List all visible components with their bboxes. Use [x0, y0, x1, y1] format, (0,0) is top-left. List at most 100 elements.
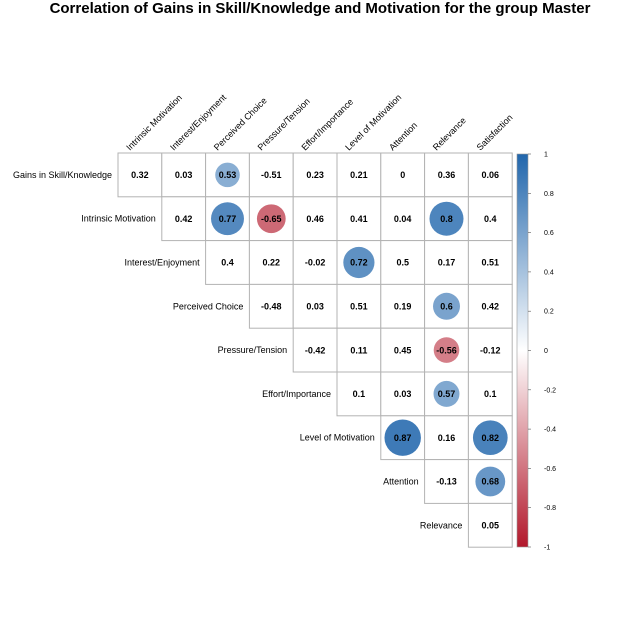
colorbar-tick-label-10: -1: [544, 545, 550, 552]
value-label-r1-c6: 0.04: [394, 214, 412, 224]
value-label-r0-c6: 0: [400, 170, 405, 180]
cell-r1-c6: [380, 196, 426, 242]
value-label-r2-c2: 0.4: [221, 258, 234, 268]
value-label-r0-c0: 0.32: [131, 170, 149, 180]
value-label-r4-c4: -0.42: [305, 345, 326, 355]
value-label-r4-c6: 0.45: [394, 345, 412, 355]
cell-r3-c3: [248, 283, 294, 329]
value-label-r1-c1: 0.42: [175, 214, 193, 224]
correlation-circle-r2-c5: [343, 246, 375, 279]
correlation-circle-r7-c8: [475, 466, 506, 497]
value-label-r5-c7: 0.57: [438, 389, 456, 399]
cell-r3-c4: [292, 283, 338, 329]
colorbar-tick-label-9: -0.8: [544, 505, 556, 512]
row-label-7: Attention: [383, 477, 419, 487]
correlation-circle-r1-c3: [256, 204, 286, 234]
value-label-r4-c5: 0.11: [350, 345, 367, 355]
cell-r3-c5: [336, 283, 382, 329]
value-label-r5-c8: 0.1: [484, 389, 497, 399]
value-label-r3-c3: -0.48: [261, 302, 282, 312]
value-label-r0-c4: 0.23: [306, 170, 324, 180]
value-label-r1-c7: 0.8: [440, 214, 453, 224]
value-label-r3-c8: 0.42: [482, 302, 500, 312]
correlation-circle-r4-c7: [433, 337, 460, 363]
colorbar-tick-label-5: 0: [544, 348, 548, 355]
cell-r6-c7: [424, 415, 469, 461]
value-label-r4-c8: -0.12: [480, 345, 501, 355]
value-label-r3-c5: 0.51: [350, 302, 368, 312]
colorbar: 1 0.8 0.6 0.4 0.2 0 -0.2 -0.4 -0.6 -0.8 -1: [516, 152, 556, 552]
column-label-7: Relevance: [431, 115, 468, 152]
value-label-r2-c3: 0.22: [263, 258, 281, 268]
value-label-r2-c4: -0.02: [305, 258, 326, 268]
cell-r2-c4: [292, 240, 338, 285]
value-label-r0-c1: 0.03: [175, 170, 193, 180]
value-label-r2-c6: 0.5: [396, 258, 409, 268]
cells-layer: 0.32 0.03 0.53 -0.51 0.23 0.21 0 0.36 0.06 0.42 0.…: [117, 152, 513, 548]
cell-r0-c5: [336, 152, 382, 198]
row-label-1: Intrinsic Motivation: [81, 214, 156, 224]
cell-r2-c8: [467, 240, 513, 285]
row-label-6: Level of Motivation: [300, 433, 375, 443]
value-label-r0-c3: -0.51: [261, 170, 282, 180]
value-label-r3-c4: 0.03: [306, 302, 324, 312]
cell-r1-c4: [292, 196, 338, 242]
value-label-r4-c7: -0.56: [436, 345, 457, 355]
value-label-r6-c6: 0.87: [394, 433, 412, 443]
row-labels: Gains in Skill/Knowledge Intrinsic Motiva…: [13, 170, 462, 530]
value-label-r5-c5: 0.1: [353, 389, 366, 399]
correlation-circle-r1-c2: [211, 202, 244, 236]
value-label-r6-c7: 0.16: [438, 433, 456, 443]
cell-r1-c8: [467, 196, 513, 242]
cell-r3-c6: [380, 283, 426, 329]
value-label-r8-c8: 0.05: [482, 521, 500, 531]
column-label-8: Satisfaction: [475, 112, 515, 152]
value-label-r3-c6: 0.19: [394, 302, 412, 312]
cell-r0-c6: [380, 152, 426, 198]
cell-r8-c8: [467, 502, 513, 548]
value-label-r3-c7: 0.6: [440, 302, 453, 312]
value-label-r0-c7: 0.36: [438, 170, 456, 180]
colorbar-tick-label-7: -0.4: [544, 427, 556, 434]
correlation-circle-r3-c7: [433, 292, 460, 320]
cell-r5-c5: [336, 371, 382, 417]
value-label-r0-c5: 0.21: [350, 170, 368, 180]
cell-r3-c8: [467, 283, 513, 329]
value-label-r6-c8: 0.82: [482, 433, 500, 443]
value-label-r1-c8: 0.4: [484, 214, 497, 224]
row-label-2: Interest/Enjoyment: [125, 258, 201, 268]
value-label-r7-c8: 0.68: [482, 477, 500, 487]
row-label-3: Perceived Choice: [173, 301, 244, 311]
row-label-0: Gains in Skill/Knowledge: [13, 170, 112, 180]
colorbar-tick-label-1: 0.8: [544, 191, 554, 198]
value-label-r1-c4: 0.46: [306, 214, 324, 224]
colorbar-tick-label-4: 0.2: [544, 309, 554, 316]
colorbar-gradient: [516, 153, 529, 548]
row-label-4: Pressure/Tension: [218, 345, 288, 355]
colorbar-tick-label-6: -0.2: [544, 387, 556, 394]
cell-r0-c7: [424, 152, 469, 198]
colorbar-tick-label-8: -0.6: [544, 466, 556, 473]
correlation-circle-r0-c2: [215, 162, 240, 188]
column-label-6: Attention: [387, 120, 419, 152]
correlation-circle-r6-c6: [384, 419, 421, 456]
cell-r0-c0: [117, 152, 163, 198]
value-label-r0-c8: 0.06: [482, 170, 500, 180]
value-label-r1-c3: -0.65: [261, 214, 282, 224]
cell-r7-c7: [424, 459, 469, 504]
cell-r2-c2: [205, 240, 250, 285]
row-label-8: Relevance: [420, 520, 463, 530]
cell-r0-c1: [161, 152, 207, 198]
correlation-circle-r5-c7: [433, 380, 460, 407]
value-label-r0-c2: 0.53: [219, 170, 237, 180]
colorbar-tick-label-3: 0.4: [544, 269, 554, 276]
colorbar-tick-label-2: 0.6: [544, 230, 554, 237]
value-label-r2-c7: 0.17: [438, 258, 456, 268]
value-label-r2-c5: 0.72: [350, 258, 368, 268]
column-labels: Intrinsic MotivationInterest/EnjoymentPe…: [124, 92, 514, 152]
colorbar-tick-label-0: 1: [544, 152, 548, 159]
cell-r5-c6: [380, 371, 426, 417]
cell-r0-c8: [467, 152, 513, 198]
value-label-r1-c5: 0.41: [350, 214, 368, 224]
